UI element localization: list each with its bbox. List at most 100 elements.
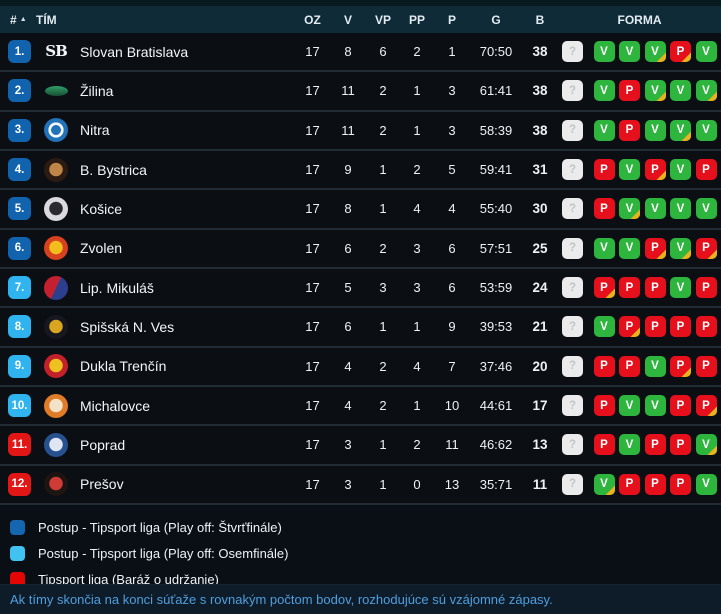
forma-badge[interactable]: P [695, 316, 717, 338]
forma-badge[interactable]: V [619, 159, 640, 181]
forma-badge[interactable]: ? [562, 119, 583, 141]
forma-badge[interactable]: P [644, 159, 666, 181]
forma-badge[interactable]: P [619, 316, 640, 338]
forma-badge[interactable]: P [644, 277, 666, 299]
team-name[interactable]: Spišská N. Ves [80, 318, 175, 335]
forma-badge[interactable]: V [670, 80, 691, 102]
team-name[interactable]: Zvolen [80, 240, 123, 257]
forma-badge[interactable]: P [644, 473, 666, 495]
forma-badge[interactable]: ? [562, 395, 583, 417]
forma-badge[interactable]: P [695, 277, 717, 299]
table-row[interactable]: 5. Košice 17 8 1 4 4 55:40 30 ? P V V V V [0, 190, 721, 230]
forma-badge[interactable]: ? [562, 237, 583, 259]
forma-badge[interactable]: V [644, 395, 666, 417]
team-name[interactable]: Dukla Trenčín [80, 358, 167, 375]
forma-badge[interactable]: V [644, 41, 666, 63]
forma-badge[interactable]: V [644, 80, 666, 102]
forma-badge[interactable]: P [619, 277, 640, 299]
forma-badge[interactable]: P [670, 316, 691, 338]
forma-badge[interactable]: P [670, 473, 691, 495]
header-v[interactable]: V [343, 12, 352, 27]
forma-badge[interactable]: P [670, 434, 691, 456]
forma-badge[interactable]: V [670, 198, 691, 220]
forma-badge[interactable]: P [695, 159, 717, 181]
forma-badge[interactable]: V [619, 395, 640, 417]
forma-badge[interactable]: V [619, 237, 640, 259]
forma-badge[interactable]: ? [562, 316, 583, 338]
forma-badge[interactable]: P [644, 316, 666, 338]
header-p[interactable]: P [447, 12, 456, 27]
forma-badge[interactable]: P [644, 434, 666, 456]
forma-badge[interactable]: V [593, 316, 615, 338]
forma-badge[interactable]: V [644, 198, 666, 220]
forma-badge[interactable]: V [593, 237, 615, 259]
header-team[interactable]: TÍM [36, 12, 57, 27]
forma-badge[interactable]: P [695, 395, 717, 417]
forma-badge[interactable]: P [593, 277, 615, 299]
table-row[interactable]: 9. Dukla Trenčín 17 4 2 4 7 37:46 20 ? P P… [0, 347, 721, 387]
forma-badge[interactable]: P [593, 198, 615, 220]
table-row[interactable]: 11. Poprad 17 3 1 2 11 46:62 13 ? P V P P V [0, 426, 721, 466]
team-name[interactable]: Žilina [80, 82, 114, 99]
team-name[interactable]: Košice [80, 200, 123, 217]
team-name[interactable]: Nitra [80, 122, 110, 139]
forma-badge[interactable]: V [695, 473, 717, 495]
header-pp[interactable]: PP [408, 12, 425, 27]
forma-badge[interactable]: ? [562, 434, 583, 456]
table-row[interactable]: 12. Prešov 17 3 1 0 13 35:71 11 ? V P P P V [0, 465, 721, 505]
table-row[interactable]: 7. Lip. Mikuláš 17 5 3 3 6 53:59 24 ? P P P… [0, 268, 721, 309]
forma-badge[interactable]: P [695, 355, 717, 377]
header-b[interactable]: B [535, 12, 545, 27]
header-vp[interactable]: VP [374, 12, 391, 27]
forma-badge[interactable]: P [695, 237, 717, 259]
forma-badge[interactable]: P [593, 355, 615, 377]
forma-badge[interactable]: V [619, 41, 640, 63]
forma-badge[interactable]: P [619, 80, 640, 102]
forma-badge[interactable]: V [695, 198, 717, 220]
forma-badge[interactable]: ? [562, 80, 583, 102]
forma-badge[interactable]: ? [562, 41, 583, 63]
table-row[interactable]: 4. B. Bystrica 17 9 1 2 5 59:41 31 ? P V P V… [0, 150, 721, 191]
forma-badge[interactable]: P [593, 159, 615, 181]
forma-badge[interactable]: ? [562, 159, 583, 181]
forma-badge[interactable]: V [670, 277, 691, 299]
team-name[interactable]: B. Bystrica [80, 161, 147, 178]
forma-badge[interactable]: V [644, 355, 666, 377]
table-row[interactable]: 10. Michalovce 17 4 2 1 10 44:61 17 ? P V V… [0, 386, 721, 427]
forma-badge[interactable]: V [670, 237, 691, 259]
forma-badge[interactable]: P [619, 355, 640, 377]
table-row[interactable]: 6. Zvolen 17 6 2 3 6 57:51 25 ? V V P V P [0, 229, 721, 269]
forma-badge[interactable]: V [593, 473, 615, 495]
forma-badge[interactable]: V [670, 119, 691, 141]
table-row[interactable]: 3. Nitra 17 11 2 1 3 58:39 38 ? V P V V V [0, 111, 721, 151]
team-name[interactable]: Michalovce [80, 397, 151, 414]
team-name[interactable]: Prešov [80, 476, 124, 493]
forma-badge[interactable]: P [593, 395, 615, 417]
forma-badge[interactable]: P [670, 355, 691, 377]
forma-badge[interactable]: V [619, 198, 640, 220]
forma-badge[interactable]: V [593, 119, 615, 141]
table-row[interactable]: 8. Spišská N. Ves 17 6 1 1 9 39:53 21 ? V… [0, 308, 721, 348]
forma-badge[interactable]: V [593, 80, 615, 102]
forma-badge[interactable]: ? [562, 277, 583, 299]
forma-badge[interactable]: P [644, 237, 666, 259]
forma-badge[interactable]: V [695, 119, 717, 141]
header-rank[interactable]: # ▲ [0, 13, 36, 27]
forma-badge[interactable]: ? [562, 198, 583, 220]
team-name[interactable]: Lip. Mikuláš [80, 279, 154, 296]
header-oz[interactable]: OZ [304, 12, 321, 27]
table-row[interactable]: 2. Žilina 17 11 2 1 3 61:41 38 ? V P V V V [0, 72, 721, 112]
team-name[interactable]: Poprad [80, 436, 126, 453]
table-row[interactable]: 1. SB Slovan Bratislava 17 8 6 2 1 70:50… [0, 33, 721, 73]
forma-badge[interactable]: V [695, 80, 717, 102]
header-g[interactable]: G [491, 12, 501, 27]
forma-badge[interactable]: V [695, 41, 717, 63]
forma-badge[interactable]: ? [562, 355, 583, 377]
team-name[interactable]: Slovan Bratislava [80, 43, 189, 60]
forma-badge[interactable]: P [593, 434, 615, 456]
forma-badge[interactable]: ? [562, 473, 583, 495]
forma-badge[interactable]: V [644, 119, 666, 141]
forma-badge[interactable]: V [695, 434, 717, 456]
forma-badge[interactable]: P [670, 41, 691, 63]
forma-badge[interactable]: V [670, 159, 691, 181]
